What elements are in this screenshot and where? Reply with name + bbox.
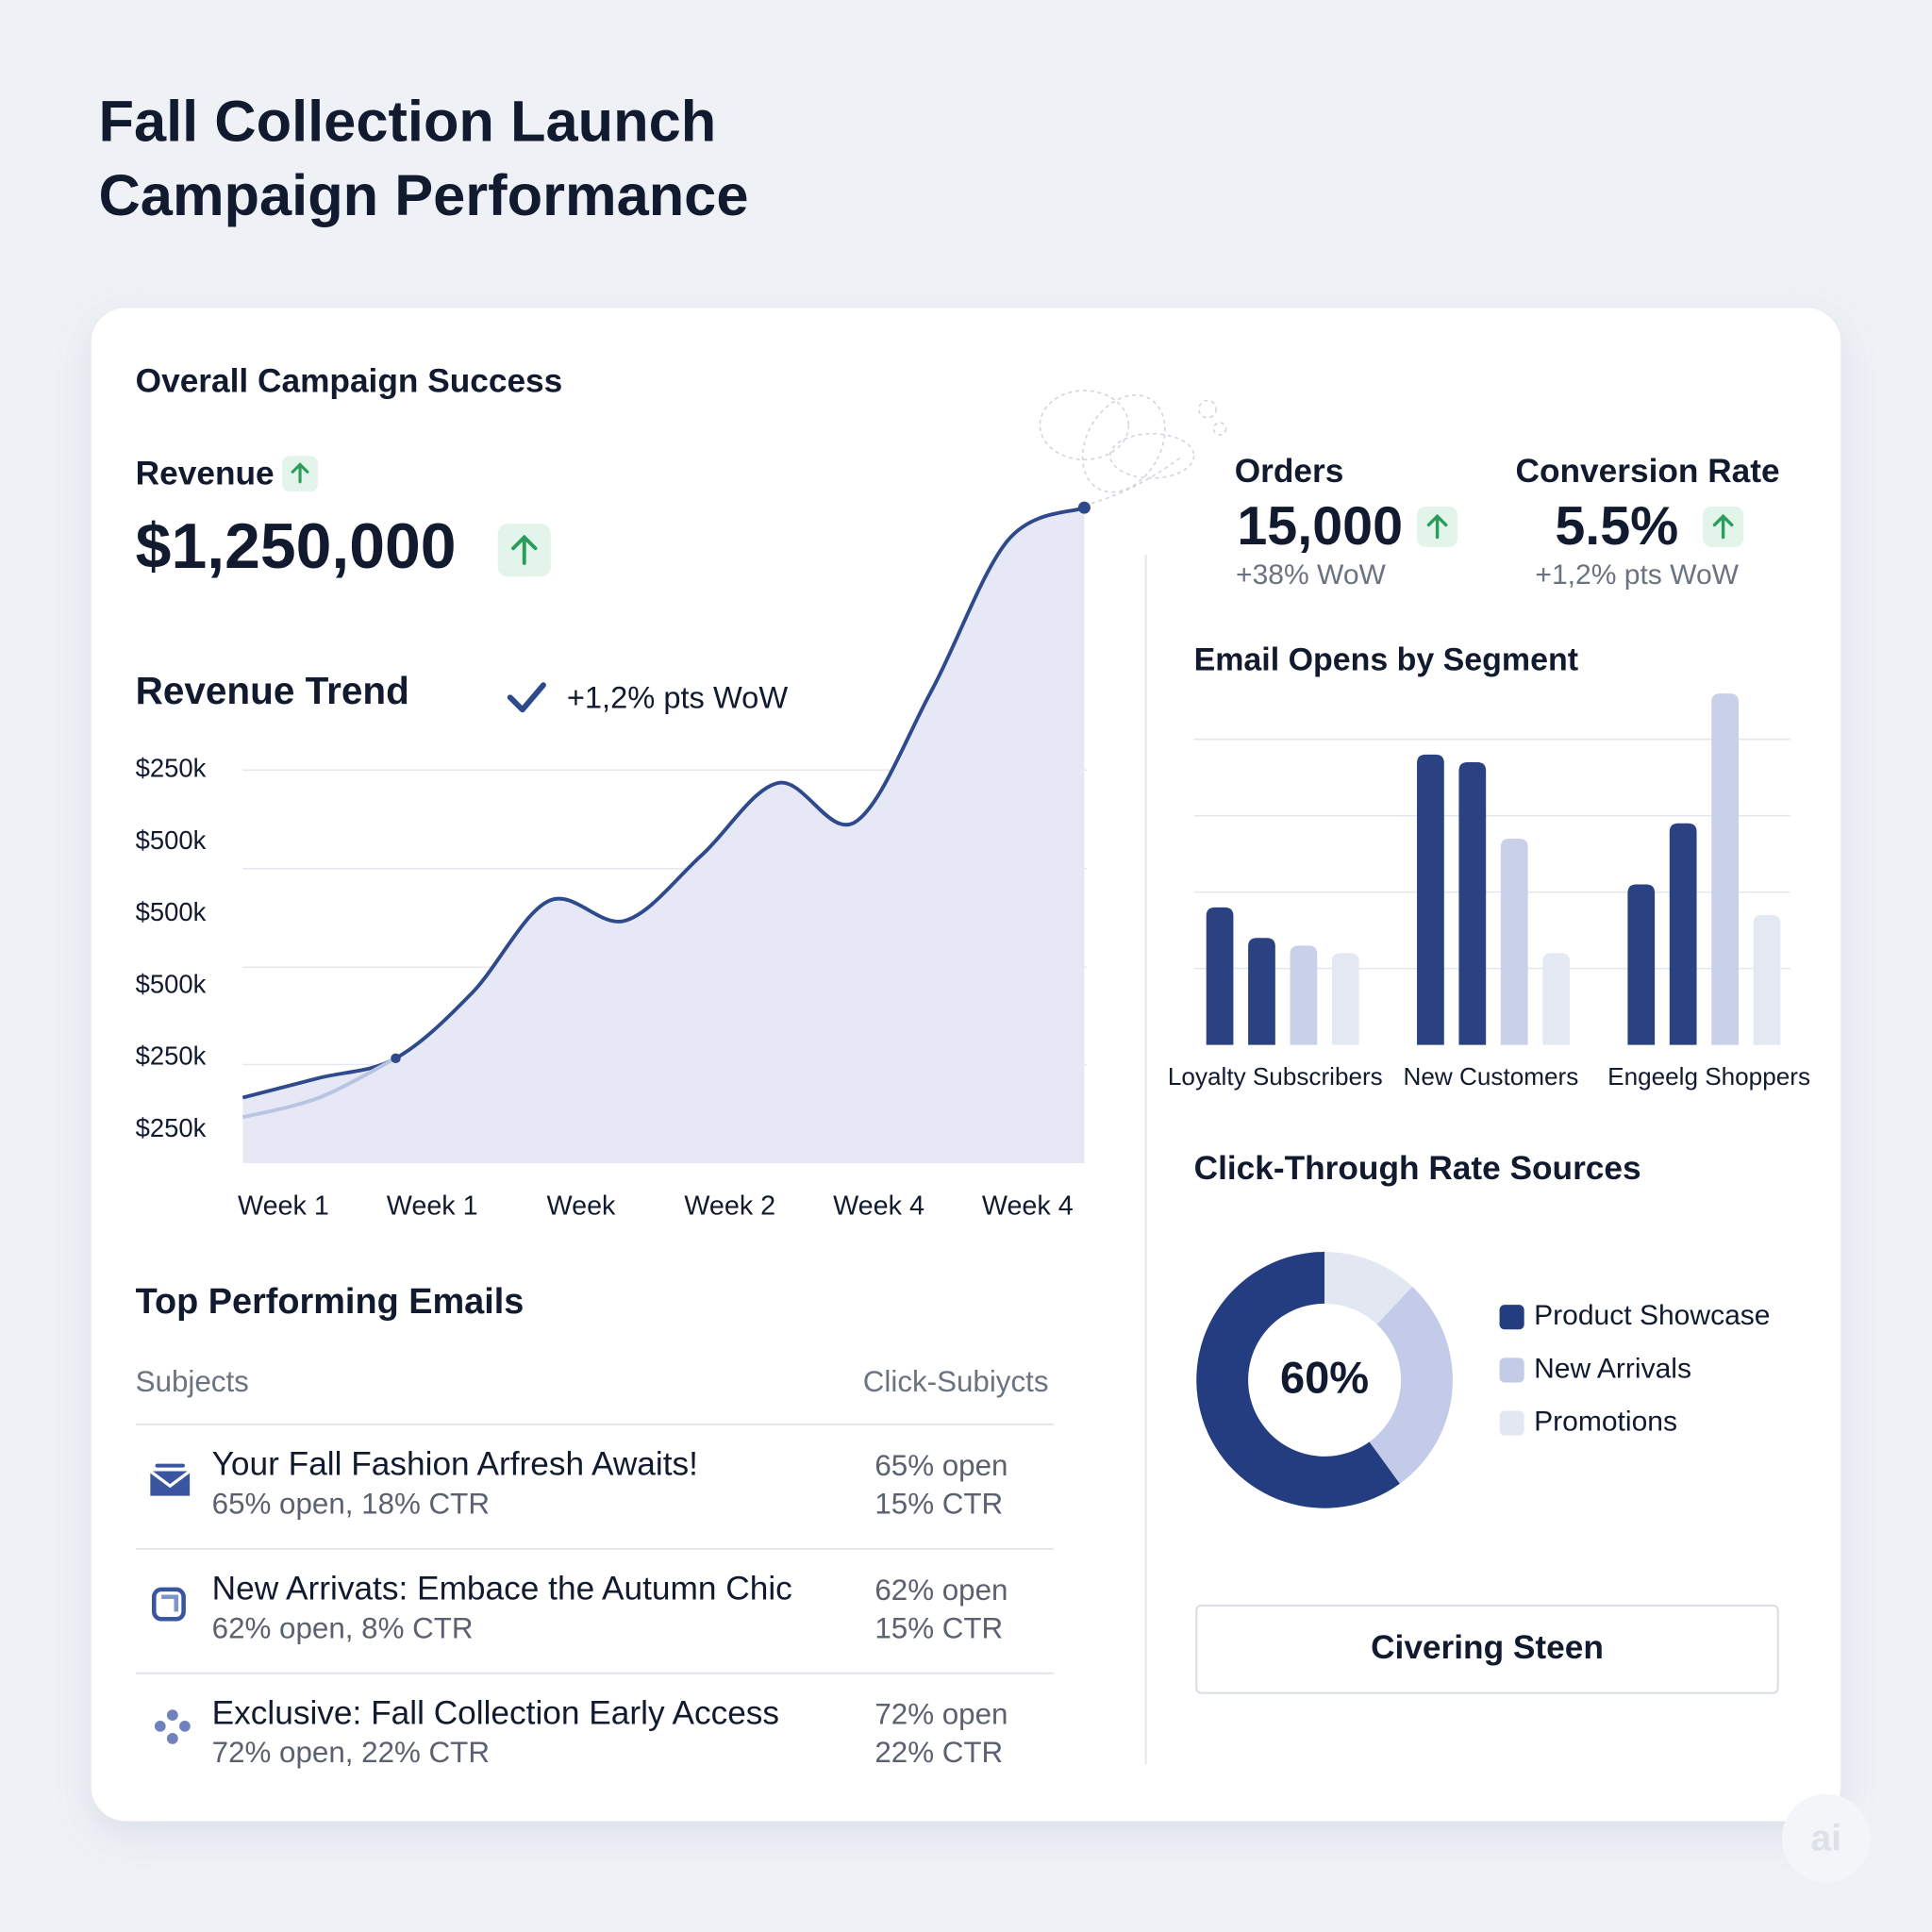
trend-icon bbox=[507, 682, 546, 713]
y-tick-label: $250k bbox=[136, 1041, 207, 1071]
bar bbox=[1331, 953, 1359, 1045]
open-rate: 72% open bbox=[874, 1698, 1008, 1731]
ctr-rate: 15% CTR bbox=[874, 1487, 1003, 1520]
donut-slice bbox=[1324, 1252, 1413, 1324]
y-tick-label: $250k bbox=[136, 754, 207, 783]
page-title: Campaign Performance bbox=[98, 163, 748, 228]
x-tick-label: New Customers bbox=[1404, 1062, 1579, 1091]
x-tick-label: Week 1 bbox=[387, 1191, 478, 1222]
center-label: 60% bbox=[1280, 1353, 1369, 1403]
y-tick-label: $250k bbox=[136, 1113, 207, 1142]
bar bbox=[1753, 914, 1781, 1045]
x-tick-label: Week 4 bbox=[982, 1191, 1074, 1222]
point bbox=[1077, 501, 1091, 514]
up-badge bbox=[497, 524, 551, 577]
email-subject: New Arrivats: Embace the Autumn Chic bbox=[212, 1571, 792, 1607]
area bbox=[242, 508, 1085, 1163]
section-title: Overall Campaign Success bbox=[136, 363, 563, 400]
column-header: Click-Subiycts bbox=[863, 1365, 1049, 1398]
watermark: ai bbox=[1810, 1819, 1841, 1859]
button[interactable] bbox=[1195, 1604, 1779, 1694]
bar bbox=[1290, 945, 1318, 1045]
up-badge bbox=[1417, 506, 1458, 547]
y-tick-label: $500k bbox=[136, 825, 207, 855]
kpi-change: +1,2% pts WoW bbox=[1535, 559, 1739, 591]
line bbox=[242, 1057, 397, 1120]
bar bbox=[1248, 938, 1275, 1045]
column-header: Subjects bbox=[136, 1365, 249, 1398]
annotation: +1,2% pts WoW bbox=[567, 680, 789, 715]
chart-title: Revenue Trend bbox=[136, 669, 409, 712]
x-tick-label: Week 1 bbox=[238, 1191, 329, 1222]
kpi-change: +38% WoW bbox=[1236, 559, 1386, 591]
bar bbox=[1542, 953, 1570, 1045]
bar bbox=[1711, 693, 1739, 1045]
email-subject: Your Fall Fashion Arfresh Awaits! bbox=[212, 1446, 698, 1483]
bar bbox=[1669, 823, 1697, 1045]
legend-label: New Arrivals bbox=[1534, 1353, 1691, 1384]
bar bbox=[1417, 754, 1444, 1045]
legend-swatch bbox=[1499, 1305, 1524, 1330]
watermark-badge bbox=[1781, 1793, 1871, 1883]
page-title: Fall Collection Launch bbox=[98, 89, 716, 154]
point bbox=[391, 1053, 401, 1064]
bar bbox=[1500, 838, 1528, 1045]
legend-label: Promotions bbox=[1534, 1407, 1677, 1438]
row-icon bbox=[149, 1463, 192, 1496]
kpi-label: Orders bbox=[1235, 453, 1344, 490]
x-tick-label: Engeelg Shoppers bbox=[1607, 1062, 1810, 1091]
chart-title: Click-Through Rate Sources bbox=[1194, 1150, 1641, 1187]
up-badge bbox=[1703, 506, 1744, 547]
x-tick-label: Loyalty Subscribers bbox=[1168, 1062, 1383, 1091]
kpi-value: 15,000 bbox=[1237, 496, 1403, 557]
kpi-label: Revenue bbox=[136, 455, 275, 491]
donut-slice bbox=[1196, 1252, 1400, 1508]
legend-label: Product Showcase bbox=[1534, 1300, 1770, 1331]
email-summary: 72% open, 22% CTR bbox=[212, 1736, 490, 1769]
decoration bbox=[1039, 390, 1227, 507]
email-summary: 65% open, 18% CTR bbox=[212, 1487, 490, 1520]
open-rate: 62% open bbox=[874, 1574, 1008, 1607]
kpi-value: 5.5% bbox=[1555, 496, 1678, 557]
up-badge bbox=[282, 456, 318, 492]
y-tick-label: $500k bbox=[136, 969, 207, 998]
email-summary: 62% open, 8% CTR bbox=[212, 1611, 474, 1644]
y-tick-label: $500k bbox=[136, 897, 207, 926]
legend-swatch bbox=[1499, 1357, 1524, 1383]
legend-swatch bbox=[1499, 1410, 1524, 1436]
row-icon bbox=[154, 1709, 191, 1744]
donut-slice bbox=[1369, 1286, 1453, 1484]
ctr-rate: 15% CTR bbox=[874, 1611, 1003, 1644]
kpi-label: Conversion Rate bbox=[1516, 453, 1780, 490]
email-subject: Exclusive: Fall Collection Early Access bbox=[212, 1694, 779, 1731]
row-icon bbox=[151, 1587, 186, 1622]
bar bbox=[1458, 761, 1487, 1045]
chart-title: Email Opens by Segment bbox=[1194, 641, 1578, 677]
open-rate: 65% open bbox=[874, 1449, 1008, 1482]
x-tick-label: Week 4 bbox=[833, 1191, 924, 1222]
bar bbox=[1206, 907, 1234, 1045]
bar bbox=[1627, 884, 1656, 1045]
ctr-rate: 22% CTR bbox=[874, 1736, 1003, 1769]
x-tick-label: Week 2 bbox=[684, 1191, 775, 1222]
kpi-value: $1,250,000 bbox=[136, 511, 457, 582]
table-title: Top Performing Emails bbox=[136, 1282, 525, 1322]
button-label[interactable]: Civering Steen bbox=[1371, 1629, 1604, 1666]
x-tick-label: Week bbox=[547, 1191, 617, 1222]
